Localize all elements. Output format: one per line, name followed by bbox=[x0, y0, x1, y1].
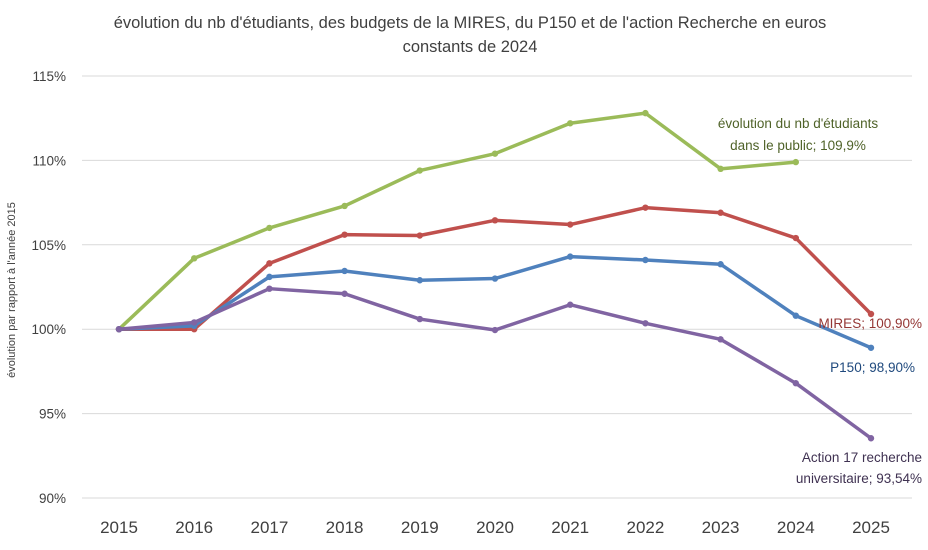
x-tick-label: 2019 bbox=[401, 518, 439, 537]
data-point bbox=[341, 202, 348, 210]
data-point bbox=[416, 167, 423, 174]
data-point bbox=[266, 285, 273, 292]
x-tick-label: 2023 bbox=[702, 518, 740, 537]
data-point bbox=[115, 326, 123, 333]
data-point bbox=[341, 267, 348, 275]
data-point bbox=[792, 234, 799, 242]
y-tick-label: 115% bbox=[32, 69, 66, 84]
data-point bbox=[341, 290, 348, 297]
y-axis-label: évolution par rapport à l'année 2015 bbox=[6, 202, 18, 378]
data-point bbox=[491, 326, 499, 334]
x-tick-label: 2021 bbox=[551, 518, 589, 537]
y-tick-label: 95% bbox=[39, 407, 66, 422]
series-annotation-1: MIRES; 100,90% bbox=[818, 316, 922, 331]
x-tick-label: 2017 bbox=[250, 518, 288, 537]
chart-title-line-2: constants de 2024 bbox=[403, 38, 538, 56]
chart-title: évolution du nb d'étudiants, des budgets… bbox=[114, 14, 827, 56]
series-line bbox=[117, 254, 873, 350]
data-point bbox=[642, 204, 649, 211]
data-point bbox=[792, 158, 799, 166]
y-tick-label: 90% bbox=[39, 491, 66, 506]
data-point bbox=[266, 224, 273, 232]
data-point bbox=[266, 260, 273, 267]
series-annotations: évolution du nb d'étudiants dans le publi… bbox=[718, 116, 922, 486]
x-tick-label: 2018 bbox=[326, 518, 364, 537]
x-tick-label: 2015 bbox=[100, 518, 138, 537]
data-point bbox=[642, 109, 649, 117]
series-0 bbox=[115, 109, 799, 333]
data-point bbox=[567, 120, 574, 127]
data-point bbox=[416, 232, 423, 239]
data-point bbox=[867, 310, 875, 318]
data-point bbox=[567, 221, 574, 228]
series-1 bbox=[115, 204, 875, 333]
data-point bbox=[567, 253, 574, 260]
data-point bbox=[416, 277, 423, 284]
data-point bbox=[341, 231, 348, 238]
data-point bbox=[642, 256, 649, 264]
x-tick-label: 2025 bbox=[852, 518, 890, 537]
data-point bbox=[792, 380, 799, 387]
data-point bbox=[567, 301, 574, 308]
data-point bbox=[266, 273, 273, 281]
series-lines bbox=[115, 109, 875, 442]
data-point bbox=[491, 150, 499, 157]
y-axis-ticks: 90% 95% 100% 105% 110% 115% bbox=[31, 69, 66, 506]
x-tick-label: 2016 bbox=[175, 518, 213, 537]
series-line bbox=[117, 286, 873, 440]
y-tick-label: 105% bbox=[31, 238, 66, 253]
data-point bbox=[792, 312, 799, 319]
data-point bbox=[491, 275, 499, 282]
data-point bbox=[416, 315, 423, 323]
data-point bbox=[867, 435, 875, 442]
series-line bbox=[117, 111, 798, 331]
series-annotation-2: P150; 98,90% bbox=[830, 360, 915, 375]
y-tick-label: 110% bbox=[32, 153, 66, 168]
x-axis-ticks: 2015 2016 2017 2018 2019 2020 2021 2022 2023 2024… bbox=[100, 518, 890, 537]
data-point bbox=[717, 209, 724, 216]
data-point bbox=[491, 217, 499, 224]
data-point bbox=[642, 320, 649, 327]
data-point bbox=[867, 344, 875, 351]
data-point bbox=[717, 336, 724, 343]
data-point bbox=[191, 255, 198, 262]
x-tick-label: 2022 bbox=[626, 518, 664, 537]
series-annotation-0: évolution du nb d'étudiants bbox=[718, 116, 878, 131]
x-tick-label: 2024 bbox=[777, 518, 815, 537]
series-annotation-3: universitaire; 93,54% bbox=[796, 471, 922, 486]
y-tick-label: 100% bbox=[31, 322, 66, 337]
series-line bbox=[117, 205, 873, 331]
series-3 bbox=[115, 285, 875, 442]
data-point bbox=[717, 165, 724, 173]
data-point bbox=[191, 319, 198, 326]
data-point bbox=[717, 261, 724, 268]
series-annotation-3: Action 17 recherche bbox=[802, 450, 922, 465]
x-tick-label: 2020 bbox=[476, 518, 514, 537]
series-annotation-0: dans le public; 109,9% bbox=[730, 138, 866, 153]
series-2 bbox=[115, 253, 875, 351]
chart-title-line-1: évolution du nb d'étudiants, des budgets… bbox=[114, 14, 827, 32]
